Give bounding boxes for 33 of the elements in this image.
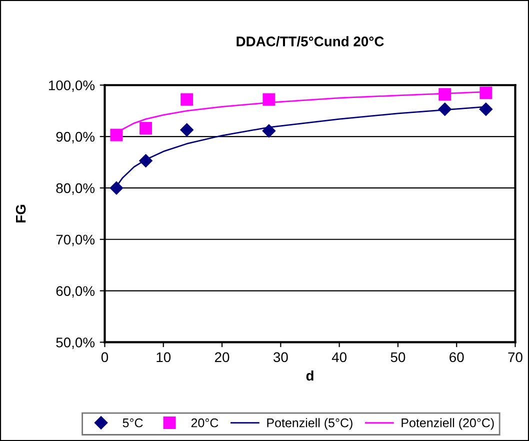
y-tick-label: 80,0% xyxy=(56,183,95,195)
y-tick-label: 90,0% xyxy=(56,132,95,144)
point xyxy=(140,122,152,135)
point xyxy=(262,93,276,106)
x-tick-label: 10 xyxy=(156,352,171,362)
x-tick-label: 40 xyxy=(332,352,346,362)
y-axis-title: FG xyxy=(16,204,26,222)
legend-label: 5°C xyxy=(122,418,143,428)
x-tick-label: 20 xyxy=(215,352,230,362)
legend-label: 20°C xyxy=(191,418,218,428)
x-tick-label: 30 xyxy=(273,352,288,362)
chart-title: DDAC/TT/5°Cund 20°C xyxy=(236,36,384,46)
x-axis-title: d xyxy=(306,370,314,381)
x-tick-label: 0 xyxy=(101,352,108,362)
point xyxy=(262,124,276,138)
point xyxy=(180,123,194,136)
point xyxy=(139,154,152,168)
point xyxy=(479,102,493,116)
point xyxy=(438,102,452,116)
point xyxy=(438,88,452,101)
x-tick-label: 60 xyxy=(450,352,464,362)
x-tick-label: 50 xyxy=(390,352,406,362)
y-tick-label: 100,0% xyxy=(48,80,95,92)
point xyxy=(110,181,124,195)
y-tick-label: 60,0% xyxy=(56,286,95,298)
x-tick-label: 70 xyxy=(508,352,522,362)
point xyxy=(480,86,492,100)
legend-label: Potenziell (20°C) xyxy=(402,418,494,430)
y-tick-label: 70,0% xyxy=(56,234,95,246)
y-tick-label: 50,0% xyxy=(56,338,95,350)
legend-label: Potenziell (5°C) xyxy=(267,418,352,430)
point xyxy=(180,93,194,106)
point xyxy=(110,128,123,142)
